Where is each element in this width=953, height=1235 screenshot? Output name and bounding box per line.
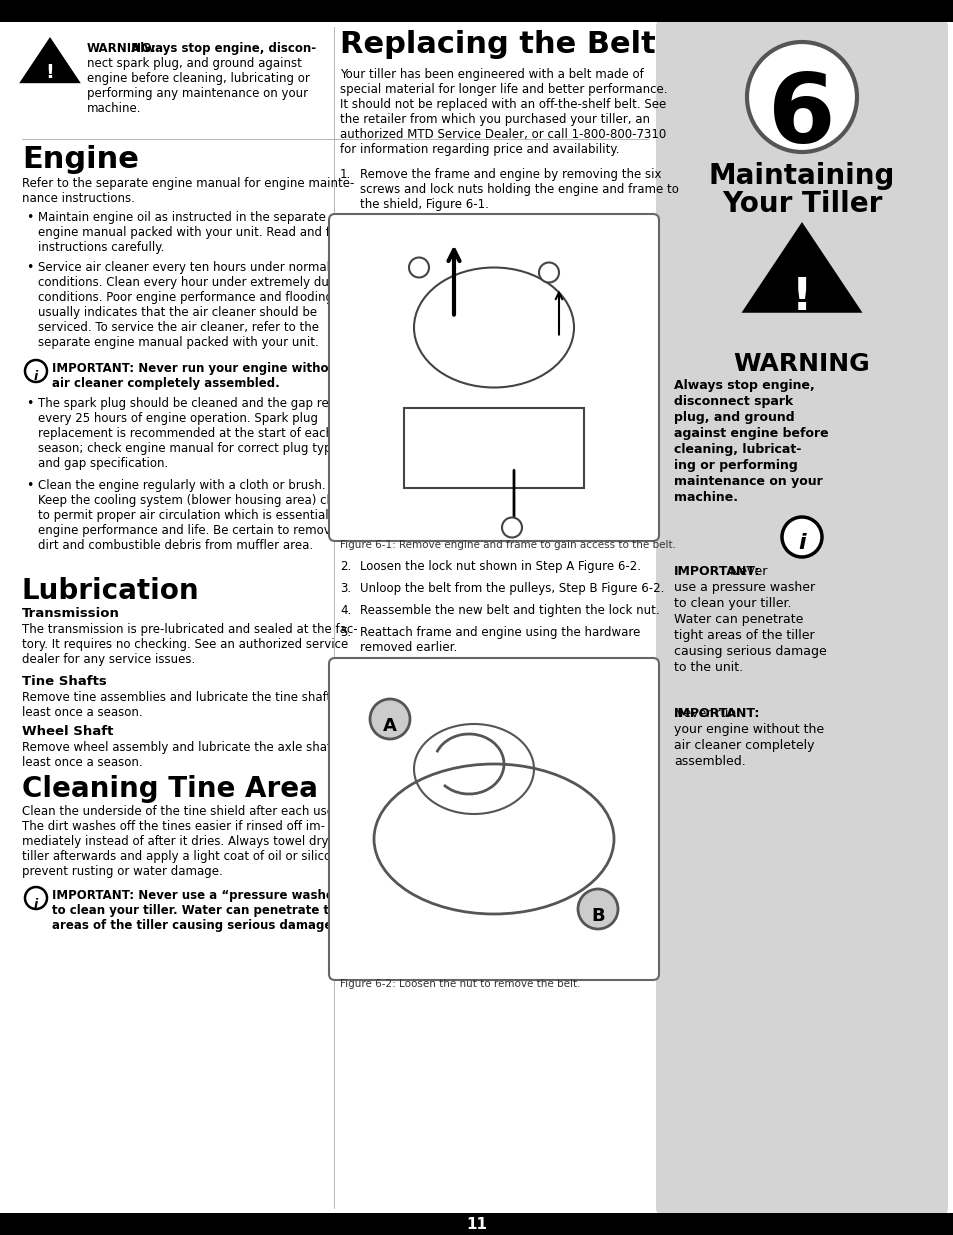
Text: IMPORTANT: Never run your engine without: IMPORTANT: Never run your engine without: [52, 362, 342, 375]
Text: 5.: 5.: [339, 626, 351, 638]
Circle shape: [25, 359, 47, 382]
Text: Clean the underside of the tine shield after each use.
The dirt washes off the t: Clean the underside of the tine shield a…: [22, 805, 361, 878]
Text: performing any maintenance on your: performing any maintenance on your: [87, 86, 308, 100]
Text: to the unit.: to the unit.: [673, 661, 742, 674]
Text: The spark plug should be cleaned and the gap reset
every 25 hours of engine oper: The spark plug should be cleaned and the…: [38, 396, 363, 471]
Text: your engine without the: your engine without the: [673, 722, 823, 736]
Text: Reattach frame and engine using the hardware
removed earlier.: Reattach frame and engine using the hard…: [359, 626, 639, 655]
Text: Reassemble the new belt and tighten the lock nut.: Reassemble the new belt and tighten the …: [359, 604, 659, 618]
Text: WARNING:: WARNING:: [87, 42, 156, 56]
Text: assembled.: assembled.: [673, 755, 745, 768]
Polygon shape: [740, 222, 862, 312]
Circle shape: [578, 889, 618, 929]
Text: •: •: [26, 261, 33, 274]
Text: i: i: [798, 534, 805, 553]
Text: Remove wheel assembly and lubricate the axle shaft at
least once a season.: Remove wheel assembly and lubricate the …: [22, 741, 351, 769]
Text: Always stop engine, discon-: Always stop engine, discon-: [127, 42, 315, 56]
Circle shape: [409, 258, 429, 278]
Circle shape: [370, 699, 410, 739]
Text: Figure 6-2: Loosen the nut to remove the belt.: Figure 6-2: Loosen the nut to remove the…: [339, 979, 579, 989]
Text: Service air cleaner every ten hours under normal
conditions. Clean every hour un: Service air cleaner every ten hours unde…: [38, 261, 346, 350]
Text: Loosen the lock nut shown in Step A Figure 6-2.: Loosen the lock nut shown in Step A Figu…: [359, 559, 640, 573]
Text: 2.: 2.: [339, 559, 351, 573]
Text: •: •: [26, 396, 33, 410]
Text: Remove the frame and engine by removing the six
screws and lock nuts holding the: Remove the frame and engine by removing …: [359, 168, 679, 211]
Text: 3.: 3.: [339, 582, 351, 595]
Text: Water can penetrate: Water can penetrate: [673, 613, 802, 626]
Text: Remove tine assemblies and lubricate the tine shafts at
least once a season.: Remove tine assemblies and lubricate the…: [22, 692, 353, 719]
Text: B: B: [591, 906, 604, 925]
Circle shape: [781, 517, 821, 557]
Text: •: •: [26, 211, 33, 224]
Text: tight areas of the tiller: tight areas of the tiller: [673, 629, 814, 642]
Text: •: •: [26, 479, 33, 492]
Text: plug, and ground: plug, and ground: [673, 411, 794, 424]
Text: 4.: 4.: [339, 604, 351, 618]
Circle shape: [538, 263, 558, 283]
Text: to clean your tiller. Water can penetrate tight: to clean your tiller. Water can penetrat…: [52, 904, 355, 918]
Text: 11: 11: [466, 1216, 487, 1233]
FancyBboxPatch shape: [329, 658, 659, 981]
Text: A: A: [383, 718, 396, 735]
Text: Engine: Engine: [22, 144, 139, 174]
Text: Your Tiller: Your Tiller: [721, 190, 882, 219]
Text: cleaning, lubricat-: cleaning, lubricat-: [673, 443, 801, 456]
Text: disconnect spark: disconnect spark: [673, 395, 792, 408]
Text: WARNING: WARNING: [733, 352, 869, 375]
Text: Tine Shafts: Tine Shafts: [22, 676, 107, 688]
Text: 6: 6: [767, 70, 835, 163]
Text: Clean the engine regularly with a cloth or brush.
Keep the cooling system (blowe: Clean the engine regularly with a cloth …: [38, 479, 355, 552]
Text: i: i: [34, 370, 38, 384]
Text: !: !: [791, 275, 811, 319]
Circle shape: [501, 517, 521, 537]
Text: Unloop the belt from the pulleys, Step B Figure 6-2.: Unloop the belt from the pulleys, Step B…: [359, 582, 663, 595]
Text: Figure 6-1: Remove engine and frame to gain access to the belt.: Figure 6-1: Remove engine and frame to g…: [339, 540, 676, 550]
FancyBboxPatch shape: [329, 214, 659, 541]
Text: Transmission: Transmission: [22, 606, 120, 620]
Text: machine.: machine.: [673, 492, 738, 504]
Text: Always stop engine,: Always stop engine,: [673, 379, 814, 391]
Text: causing serious damage: causing serious damage: [673, 645, 826, 658]
Text: use a pressure washer: use a pressure washer: [673, 580, 814, 594]
Text: Wheel Shaft: Wheel Shaft: [22, 725, 113, 739]
Text: IMPORTANT:: IMPORTANT:: [673, 564, 760, 578]
Text: air cleaner completely: air cleaner completely: [673, 739, 814, 752]
Text: !: !: [46, 63, 54, 82]
Text: air cleaner completely assembled.: air cleaner completely assembled.: [52, 377, 279, 390]
Circle shape: [746, 42, 856, 152]
Text: IMPORTANT: Never use a “pressure washer”: IMPORTANT: Never use a “pressure washer”: [52, 889, 348, 902]
Text: ing or performing: ing or performing: [673, 459, 797, 472]
Text: Maintaining: Maintaining: [708, 162, 894, 190]
Text: Never run: Never run: [673, 706, 736, 720]
Text: areas of the tiller causing serious damage.: areas of the tiller causing serious dama…: [52, 919, 336, 932]
Text: to clean your tiller.: to clean your tiller.: [673, 597, 791, 610]
FancyBboxPatch shape: [656, 19, 947, 1216]
Text: Cleaning Tine Area: Cleaning Tine Area: [22, 776, 317, 803]
Text: nect spark plug, and ground against: nect spark plug, and ground against: [87, 57, 301, 70]
Text: IMPORTANT:: IMPORTANT:: [673, 706, 760, 720]
Text: Maintain engine oil as instructed in the separate
engine manual packed with your: Maintain engine oil as instructed in the…: [38, 211, 360, 254]
Polygon shape: [19, 37, 81, 83]
Text: Never: Never: [725, 564, 766, 578]
Text: machine.: machine.: [87, 103, 141, 115]
Bar: [0, 0, 953, 22]
Text: Replacing the Belt: Replacing the Belt: [339, 30, 655, 59]
Text: The transmission is pre-lubricated and sealed at the fac-
tory. It requires no c: The transmission is pre-lubricated and s…: [22, 622, 357, 666]
Text: Your tiller has been engineered with a belt made of
special material for longer : Your tiller has been engineered with a b…: [339, 68, 667, 156]
Circle shape: [25, 887, 47, 909]
Text: against engine before: against engine before: [673, 427, 828, 440]
Text: 1.: 1.: [339, 168, 351, 182]
Text: Refer to the separate engine manual for engine mainte-
nance instructions.: Refer to the separate engine manual for …: [22, 177, 354, 205]
Bar: [403, 408, 583, 488]
Text: i: i: [34, 898, 38, 910]
Bar: [0, 1213, 953, 1235]
Text: engine before cleaning, lubricating or: engine before cleaning, lubricating or: [87, 72, 310, 85]
Text: maintenance on your: maintenance on your: [673, 475, 821, 488]
Text: Lubrication: Lubrication: [22, 577, 199, 605]
